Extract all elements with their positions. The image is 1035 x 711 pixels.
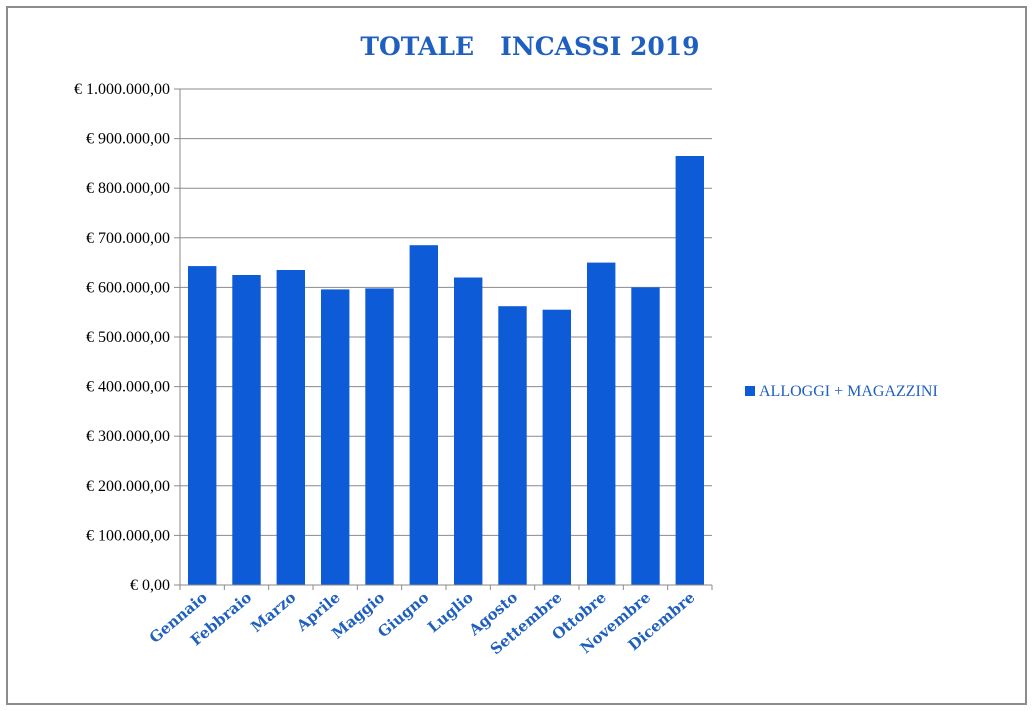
x-axis-ticks: GennaioFebbraioMarzoAprileMaggioGiugnoLu… [146, 588, 699, 658]
bar [365, 288, 394, 585]
y-axis-ticks: € 0,00 € 100.000,00 € 200.000,00 € 300.000,… [74, 81, 170, 594]
bar [276, 270, 305, 585]
bar [498, 306, 527, 585]
bar [675, 156, 704, 585]
bar [454, 277, 483, 585]
bar [188, 266, 217, 585]
legend-swatch [745, 386, 755, 396]
y-tick-label: € 300.000,00 [86, 428, 170, 445]
bar [587, 262, 616, 585]
bars [188, 156, 704, 585]
gridlines [180, 88, 712, 536]
chart-title: TOTALE INCASSI 2019 [360, 32, 699, 61]
legend-label: ALLOGGI + MAGAZZINI [759, 383, 938, 400]
bar [321, 289, 350, 585]
bar [542, 309, 571, 585]
axes [174, 88, 713, 590]
y-tick-label: € 900.000,00 [86, 131, 170, 148]
y-tick-label: € 400.000,00 [86, 379, 170, 396]
bar [409, 245, 438, 585]
bar [232, 275, 261, 585]
y-tick-label: € 200.000,00 [86, 478, 170, 495]
y-tick-label: € 700.000,00 [86, 230, 170, 247]
legend: ALLOGGI + MAGAZZINI [745, 383, 938, 400]
y-tick-label: € 600.000,00 [86, 279, 170, 296]
y-tick-label: € 1.000.000,00 [74, 81, 170, 98]
y-tick-label: € 500.000,00 [86, 329, 170, 346]
x-tick-label: Marzo [247, 588, 299, 636]
bar [631, 287, 660, 585]
y-tick-label: € 100.000,00 [86, 527, 170, 544]
y-tick-label: € 800.000,00 [86, 180, 170, 197]
y-tick-label: € 0,00 [130, 577, 170, 594]
